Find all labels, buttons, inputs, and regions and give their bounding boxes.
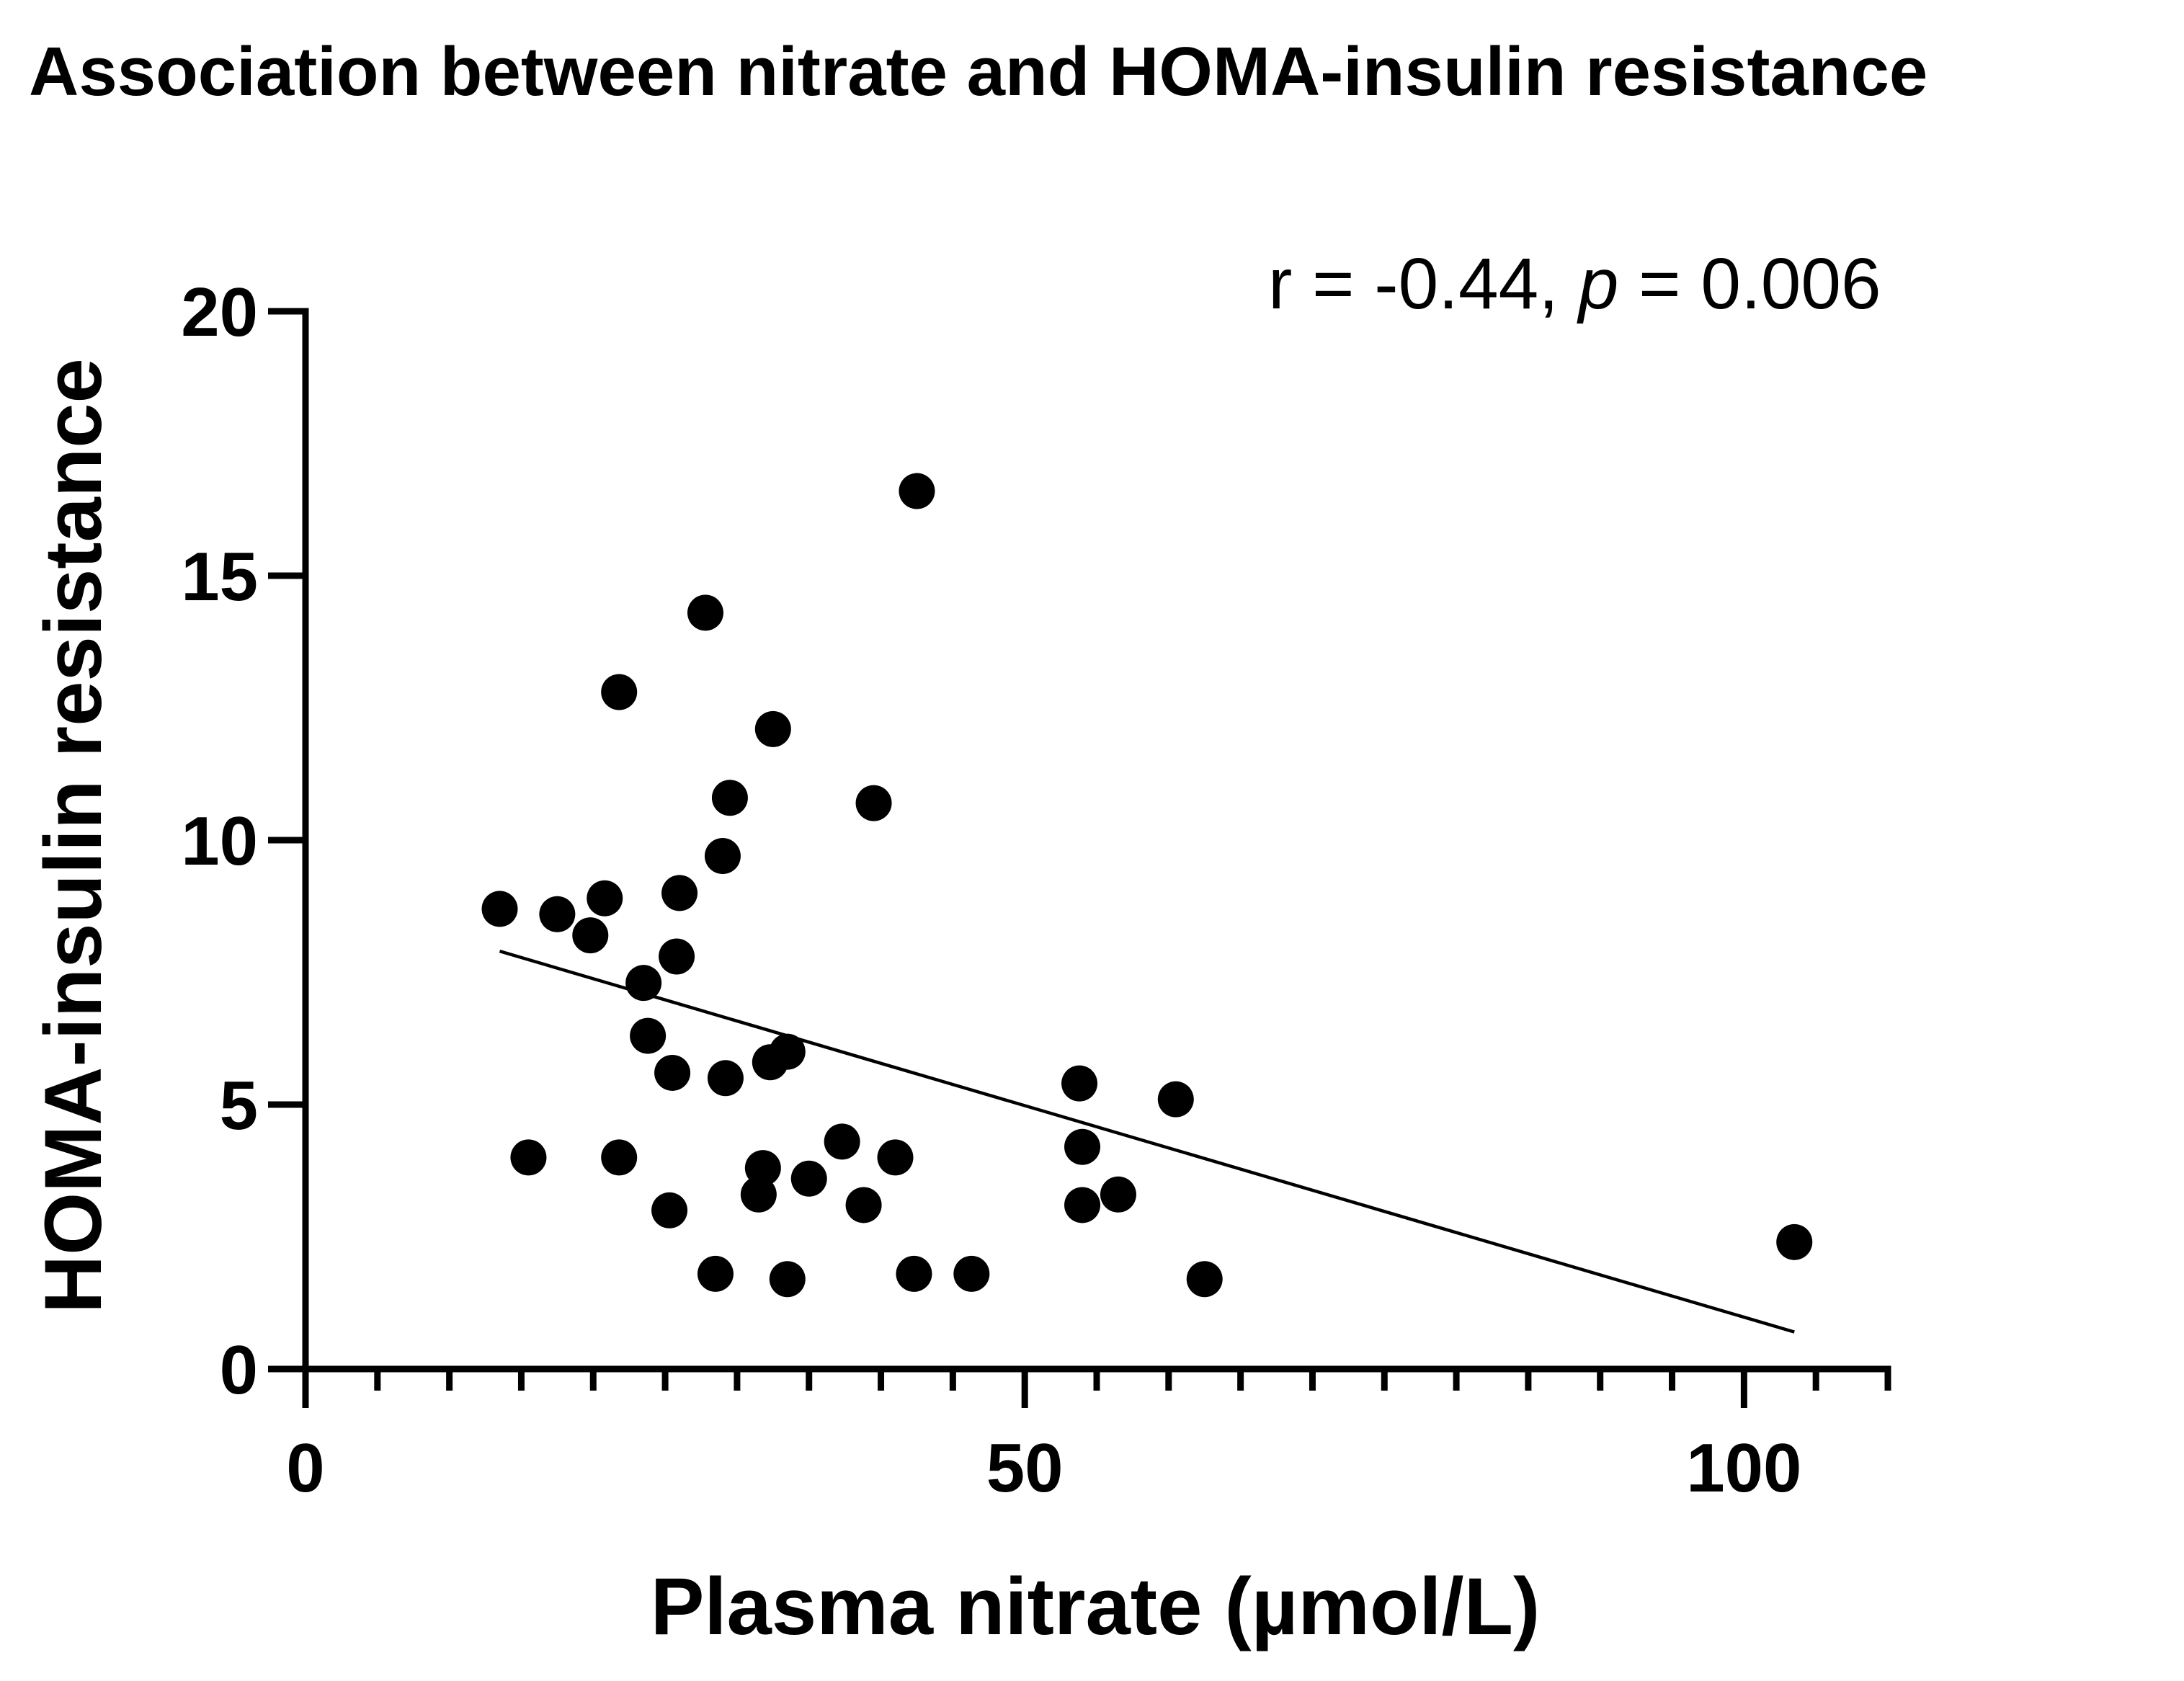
x-tick-label: 100	[1686, 1430, 1801, 1507]
x-tick-label: 50	[986, 1430, 1064, 1507]
data-point	[740, 1176, 777, 1213]
correlation-annotation: r = -0.44, p = 0.006	[1268, 244, 1881, 324]
data-point	[1186, 1261, 1223, 1298]
annotation-p-symbol: p	[1577, 244, 1619, 324]
y-tick-label: 20	[181, 274, 258, 351]
data-point	[572, 917, 609, 954]
data-point	[744, 1150, 781, 1187]
data-point	[510, 1139, 547, 1176]
data-point	[845, 1187, 882, 1223]
data-point	[824, 1123, 860, 1160]
regression-line	[499, 949, 1795, 1334]
chart-title: Association between nitrate and HOMA-ins…	[29, 33, 1927, 110]
x-axis: 0 50 100	[286, 1365, 1891, 1507]
data-point	[654, 1054, 691, 1091]
data-point	[896, 1255, 932, 1292]
data-point	[707, 1060, 744, 1097]
y-tick-label: 5	[220, 1067, 258, 1144]
data-point	[754, 710, 791, 747]
data-point	[769, 1261, 806, 1298]
data-point	[1776, 1223, 1813, 1260]
data-point	[1064, 1128, 1101, 1165]
data-point	[661, 875, 698, 911]
data-point	[899, 473, 935, 509]
data-points	[481, 473, 1813, 1298]
data-point	[659, 938, 695, 975]
data-point	[953, 1255, 990, 1292]
x-axis-label: Plasma nitrate (µmol/L)	[651, 1561, 1541, 1651]
y-axis: 0 5 10 15 20	[181, 274, 309, 1409]
data-point	[651, 1192, 688, 1229]
y-tick-label: 15	[181, 538, 258, 615]
data-point	[790, 1160, 827, 1197]
data-point	[601, 1139, 638, 1176]
data-point	[687, 594, 723, 631]
data-point	[625, 965, 662, 1002]
y-axis-label: HOMA-insulin resistance	[28, 358, 118, 1314]
y-tick-label: 10	[181, 803, 258, 880]
data-point	[877, 1139, 914, 1176]
data-point	[1061, 1065, 1098, 1102]
data-point	[481, 891, 518, 927]
data-point	[697, 1255, 734, 1292]
data-point	[1100, 1176, 1136, 1213]
data-point	[711, 780, 748, 816]
data-point	[704, 838, 741, 875]
regression-line-layer	[499, 949, 1795, 1334]
data-point	[587, 880, 623, 917]
x-tick-label: 0	[286, 1430, 324, 1507]
data-point	[539, 896, 576, 932]
data-point	[855, 785, 892, 821]
data-point	[1064, 1187, 1101, 1223]
data-point	[630, 1017, 667, 1054]
data-point	[601, 674, 638, 710]
annotation-prefix: r = -0.44,	[1268, 244, 1579, 324]
data-point	[1157, 1081, 1194, 1118]
data-point	[769, 1033, 806, 1070]
y-tick-label: 0	[220, 1332, 258, 1409]
annotation-suffix: = 0.006	[1618, 244, 1881, 324]
